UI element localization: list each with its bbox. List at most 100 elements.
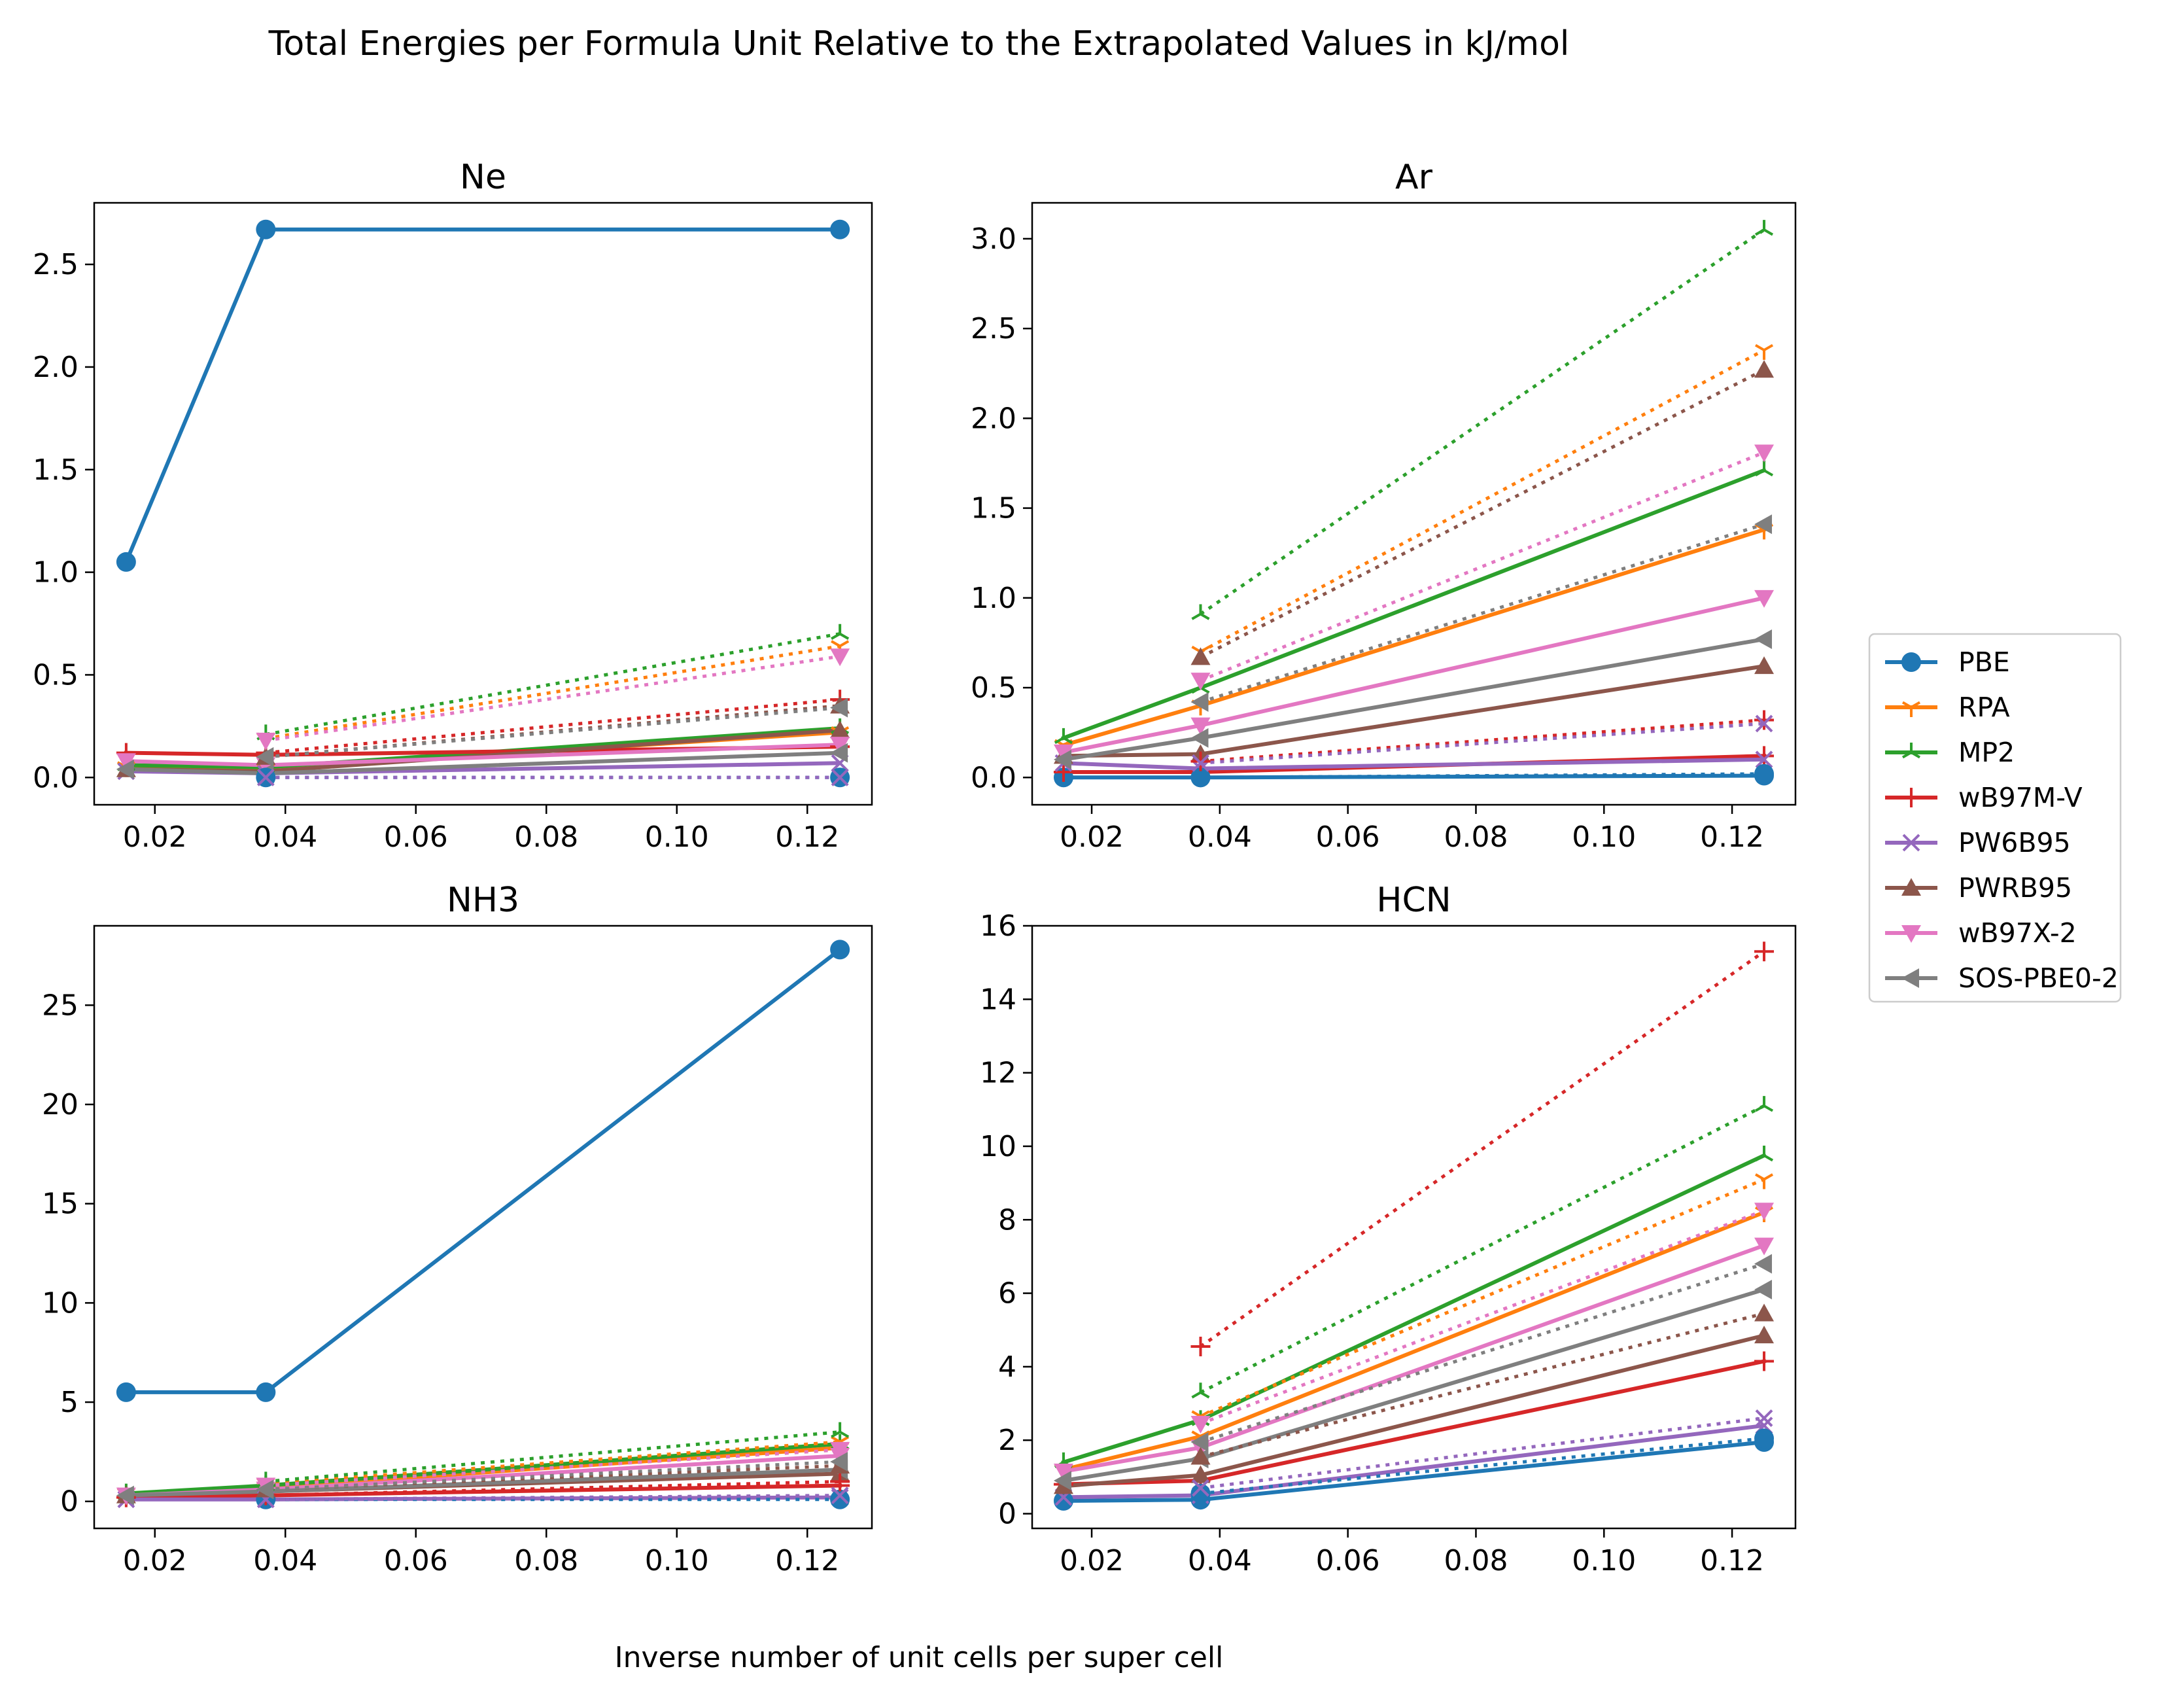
series-line-wb97m-v-dotted xyxy=(266,697,841,755)
point-pw6b95 xyxy=(1755,750,1773,769)
x-tick-label: 0.12 xyxy=(775,1544,839,1577)
point-mp2 xyxy=(1054,728,1073,745)
x-tick-label: 0.08 xyxy=(514,820,578,854)
point-sos-pbe0-2 xyxy=(1053,749,1071,769)
series-line-wb97x-2-dotted xyxy=(265,654,841,743)
panel-title-ar: Ar xyxy=(1395,158,1433,197)
x-tick-label: 0.02 xyxy=(1060,820,1124,854)
series-line-pbe xyxy=(124,947,843,1394)
point-wb97m-v-dotted xyxy=(1190,1337,1211,1357)
y-tick-label: 16 xyxy=(980,909,1016,943)
point-wb97x-2 xyxy=(1190,717,1211,735)
legend-label: PBE xyxy=(1958,646,2010,678)
panel-ne: Ne 0.02 0.04 0.06 0.08 0.10 0.12 0.0 0.5 1.0 1.5 2.… xyxy=(33,158,873,854)
x-tick-label: 0.12 xyxy=(775,820,839,854)
legend-box xyxy=(1868,633,2122,1003)
point-pw6b95-dotted xyxy=(256,768,275,786)
point-pbe xyxy=(116,1382,136,1402)
y-tick-label: 2 xyxy=(998,1424,1016,1457)
point-sos-pbe0-2-dotted xyxy=(1190,692,1209,713)
legend-marker xyxy=(1901,743,1921,759)
plot-area-hcn xyxy=(1053,942,1775,1511)
point-rpa-dotted xyxy=(1754,1173,1774,1189)
series-line-rpa-dotted xyxy=(1200,348,1765,654)
series-line-rpa-dotted xyxy=(266,1440,841,1485)
y-tick-label: 0 xyxy=(998,1498,1016,1531)
x-tick-label: 0.10 xyxy=(645,1544,709,1577)
point-pbe-dotted xyxy=(830,1489,850,1509)
series-line-wb97m-v-dotted xyxy=(266,1479,841,1498)
axes-frame-hcn xyxy=(1031,924,1797,1530)
point-wb97m-v-dotted xyxy=(1754,710,1775,730)
x-tick-label: 0.10 xyxy=(645,820,709,854)
series-line-rpa-dotted xyxy=(1200,1178,1765,1418)
series-line-pbe xyxy=(1061,1439,1767,1503)
point-mp2-dotted xyxy=(831,624,850,640)
point-wb97m-v xyxy=(1053,762,1073,783)
series-line-sos-pbe0-2-dotted xyxy=(1200,522,1765,704)
figure-title: Total Energies per Formula Unit Relative… xyxy=(268,24,1570,63)
legend-label: PW6B95 xyxy=(1958,827,2071,858)
legend-marker xyxy=(1901,968,1919,988)
panel-title-hcn: HCN xyxy=(1376,881,1451,920)
series-line-pw6b95-dotted xyxy=(266,1494,841,1502)
y-tick-label: 6 xyxy=(998,1277,1016,1311)
point-pbe xyxy=(830,940,850,960)
y-tick-label: 10 xyxy=(980,1130,1016,1163)
point-wb97x-2 xyxy=(1053,1463,1073,1481)
x-tick-label: 0.04 xyxy=(253,820,317,854)
point-sos-pbe0-2 xyxy=(1754,1279,1773,1299)
panels: Ne0.02 0.04 0.06 0.08 0.10 0.120.00.51.01.52.… xyxy=(33,158,1797,1577)
x-tick-label: 0.04 xyxy=(1188,1544,1252,1577)
legend-label: PWRB95 xyxy=(1958,872,2072,904)
point-pwrb95 xyxy=(1754,656,1775,675)
series-line-rpa xyxy=(1061,527,1767,748)
point-pw6b95-dotted xyxy=(831,1487,849,1505)
y-tick-label: 12 xyxy=(980,1057,1016,1090)
point-sos-pbe0-2-dotted xyxy=(256,1479,274,1500)
legend-item-pwrb95: PWRB95 xyxy=(1885,872,2072,904)
plot-area-ne xyxy=(116,219,850,788)
legend-marker xyxy=(1901,788,1921,807)
legend-label: wB97M-V xyxy=(1958,782,2083,813)
series-line-sos-pbe0-2-dotted xyxy=(1200,1262,1765,1444)
point-mp2-dotted xyxy=(831,1422,850,1438)
y-tick-label: 2.5 xyxy=(971,312,1016,345)
point-sos-pbe0-2 xyxy=(1754,629,1773,649)
point-pbe-dotted xyxy=(1754,1428,1775,1449)
x-tick-label: 0.06 xyxy=(384,820,448,854)
panel-nh3: NH3 0.02 0.04 0.06 0.08 0.10 0.12 0 5 10 15 20 25 xyxy=(42,881,873,1577)
point-mp2-dotted xyxy=(1191,1382,1210,1399)
axes-frame-ar xyxy=(1031,202,1797,806)
point-wb97x-2-dotted xyxy=(1190,1415,1211,1434)
y-tick-label: 0.5 xyxy=(33,658,78,692)
series-line-mp2-dotted xyxy=(265,632,841,736)
x-axis-label: Inverse number of unit cells per super c… xyxy=(615,1641,1224,1674)
point-wb97x-2-dotted xyxy=(830,1441,850,1460)
point-mp2-dotted xyxy=(1754,1096,1774,1112)
point-wb97x-2 xyxy=(830,737,850,755)
point-sos-pbe0-2 xyxy=(830,743,848,763)
point-pbe xyxy=(1053,1490,1073,1511)
point-pwrb95 xyxy=(1754,1326,1775,1344)
panel-ar: Ar 0.02 0.04 0.06 0.08 0.10 0.12 0.0 0.5 1.0 1.5 2.… xyxy=(971,158,1797,854)
legend-label: wB97X-2 xyxy=(1958,917,2077,949)
y-tick-label: 1.5 xyxy=(33,453,78,487)
series-line-pbe-dotted xyxy=(1200,1436,1765,1496)
point-sos-pbe0-2-dotted xyxy=(830,1452,848,1472)
legend-marker xyxy=(1901,925,1921,943)
series-line-wb97x-2-dotted xyxy=(266,1448,841,1487)
point-pwrb95-dotted xyxy=(1190,1447,1211,1465)
x-tick-label: 0.08 xyxy=(1444,820,1508,854)
point-sos-pbe0-2-dotted xyxy=(830,697,848,718)
plot-area-ar xyxy=(1053,220,1775,788)
point-wb97x-2 xyxy=(1754,590,1775,608)
point-pw6b95-dotted xyxy=(1755,714,1773,733)
series-line-wb97m-v-dotted xyxy=(1200,950,1765,1348)
y-tick-label: 14 xyxy=(980,983,1016,1016)
panel-title-nh3: NH3 xyxy=(447,881,519,920)
point-pbe-dotted xyxy=(1754,764,1775,784)
point-pbe-dotted xyxy=(1190,1483,1211,1504)
legend-label: MP2 xyxy=(1958,737,2015,768)
y-tick-label: 4 xyxy=(998,1350,1016,1384)
